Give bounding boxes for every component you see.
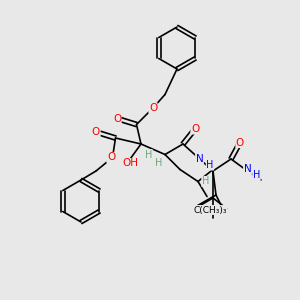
Text: H: H (202, 176, 209, 187)
Text: O: O (92, 127, 100, 137)
Text: C(CH₃)₃: C(CH₃)₃ (193, 206, 227, 214)
Text: O: O (107, 152, 115, 163)
Text: O: O (113, 113, 121, 124)
Text: H: H (253, 170, 260, 181)
Text: H: H (145, 149, 152, 160)
Text: H: H (155, 158, 163, 169)
Text: N: N (196, 154, 203, 164)
Text: O: O (191, 124, 199, 134)
Text: O: O (149, 103, 157, 113)
Text: O: O (236, 137, 244, 148)
Text: N: N (244, 164, 251, 175)
Text: OH: OH (122, 158, 139, 169)
Text: H: H (206, 160, 214, 170)
